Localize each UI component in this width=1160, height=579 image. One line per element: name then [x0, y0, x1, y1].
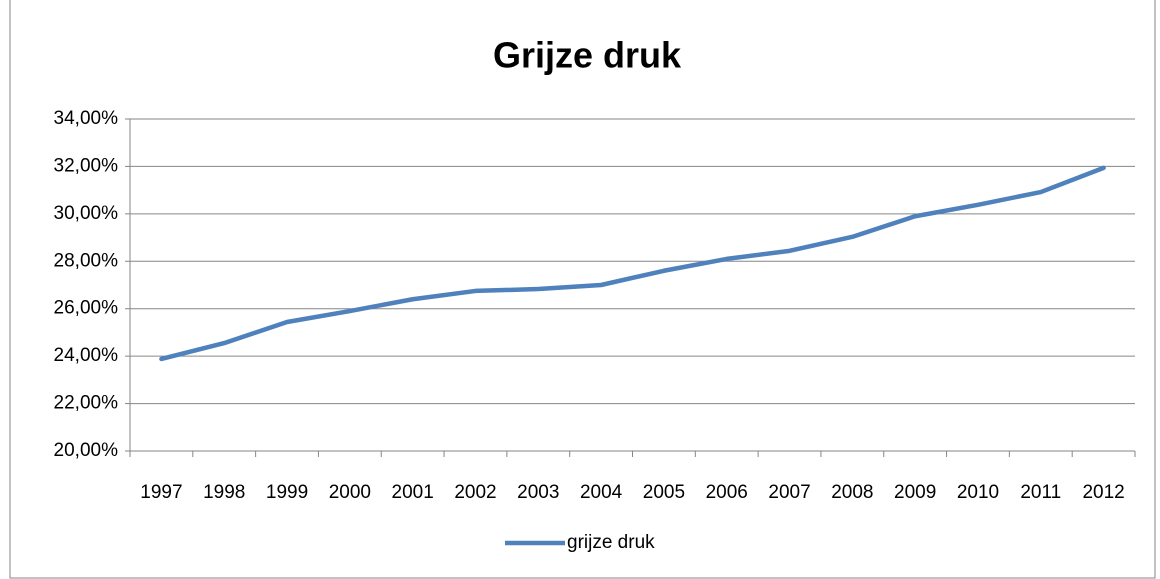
x-tick-label: 2009 — [894, 482, 936, 503]
legend-label: grijze druk — [567, 532, 655, 553]
y-tick-label: 28,00% — [54, 250, 119, 271]
x-tick-label: 2005 — [643, 482, 685, 503]
x-tick-label: 1998 — [203, 482, 245, 503]
x-tick-label: 2008 — [831, 482, 873, 503]
x-tick-label: 2004 — [580, 482, 623, 503]
x-tick-label: 1997 — [140, 482, 182, 503]
x-tick-label: 2012 — [1082, 482, 1124, 503]
y-tick-label: 26,00% — [54, 298, 119, 319]
x-tick-label: 2006 — [706, 482, 748, 503]
y-tick-label: 34,00% — [54, 108, 119, 129]
y-tick-label: 24,00% — [54, 345, 119, 366]
y-tick-label: 20,00% — [54, 440, 119, 461]
x-tick-label: 2000 — [329, 482, 371, 503]
x-tick-label: 2001 — [392, 482, 434, 503]
x-tick-label: 2010 — [957, 482, 999, 503]
x-tick-label: 2003 — [517, 482, 559, 503]
x-tick-label: 1999 — [266, 482, 308, 503]
x-tick-label: 2007 — [768, 482, 810, 503]
y-tick-label: 32,00% — [54, 155, 119, 176]
x-tick-label: 2002 — [454, 482, 496, 503]
y-tick-label: 30,00% — [54, 203, 119, 224]
y-tick-label: 22,00% — [54, 393, 119, 414]
chart-border — [9, 0, 1156, 579]
x-tick-label: 2011 — [1020, 482, 1061, 503]
chart-title: Grijze druk — [493, 35, 682, 76]
series-line — [159, 165, 1106, 362]
